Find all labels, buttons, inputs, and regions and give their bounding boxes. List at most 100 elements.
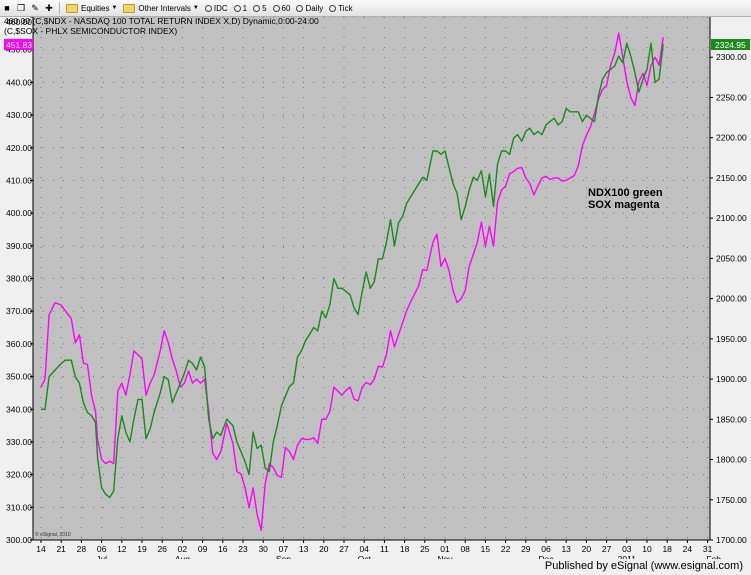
x-tick-label: 27 bbox=[339, 544, 349, 554]
x-month-label: Sep bbox=[276, 554, 291, 559]
x-tick-label: 31 bbox=[703, 544, 713, 554]
last-value-right-bg bbox=[711, 39, 750, 50]
x-tick-label: 13 bbox=[299, 544, 309, 554]
clock-icon bbox=[329, 4, 337, 12]
x-tick-label: 22 bbox=[501, 544, 511, 554]
left-tick-label: 410.00 bbox=[6, 175, 32, 185]
dropdown-arrow-icon: ▼ bbox=[192, 5, 199, 11]
x-tick-label: 25 bbox=[420, 544, 430, 554]
left-tick-label: 360.00 bbox=[6, 339, 32, 349]
right-tick-label: 2050.00 bbox=[716, 253, 747, 263]
x-tick-label: 16 bbox=[218, 544, 228, 554]
x-tick-label: 23 bbox=[238, 544, 248, 554]
add-icon[interactable]: ✚ bbox=[45, 2, 53, 13]
right-tick-label: 2100.00 bbox=[716, 213, 747, 223]
interval-1-button[interactable]: 1 bbox=[232, 1, 249, 15]
save-icon[interactable]: ■ bbox=[4, 3, 10, 13]
interval-idc-button[interactable]: IDC bbox=[203, 1, 230, 15]
plot-area bbox=[33, 17, 710, 540]
x-month-label: Jul bbox=[96, 554, 107, 559]
x-tick-label: 20 bbox=[582, 544, 592, 554]
right-tick-label: 2000.00 bbox=[716, 294, 747, 304]
chart-header-ndx: 460.00 (C,$NDX - NASDAQ 100 TOTAL RETURN… bbox=[4, 17, 319, 26]
x-tick-label: 20 bbox=[319, 544, 329, 554]
left-axis: 300.00 310.00 320.00 330.00 340.00 350.00 360.… bbox=[6, 17, 33, 545]
x-tick-label: 06 bbox=[541, 544, 551, 554]
last-value-left-bg bbox=[4, 39, 33, 50]
right-tick-label: 2200.00 bbox=[716, 133, 747, 143]
left-tick-label: 420.00 bbox=[6, 143, 32, 153]
ndx-series-line bbox=[41, 42, 664, 499]
interval-daily-label: Daily bbox=[305, 3, 324, 13]
interval-idc-label: IDC bbox=[213, 3, 228, 13]
interval-tick-button[interactable]: Tick bbox=[327, 1, 354, 15]
x-tick-label: 27 bbox=[602, 544, 612, 554]
folder-icon bbox=[66, 3, 78, 13]
x-month-label: Nov bbox=[437, 554, 453, 559]
equities-menu-button[interactable]: Equities ▼ bbox=[64, 1, 119, 15]
series-layer bbox=[40, 32, 664, 531]
right-axis: 1700.00 1750.00 1800.00 1850.00 1900.00 1950.… bbox=[710, 52, 747, 545]
x-tick-label: 08 bbox=[460, 544, 470, 554]
x-tick-label: 13 bbox=[561, 544, 571, 554]
x-month-label: Oct bbox=[358, 554, 372, 559]
interval-5-label: 5 bbox=[262, 3, 267, 13]
x-tick-label: 29 bbox=[521, 544, 531, 554]
toolbar-divider bbox=[59, 2, 60, 14]
x-tick-label: 18 bbox=[662, 544, 672, 554]
x-tick-label: 10 bbox=[642, 544, 652, 554]
legend-note-ndx: NDX100 green bbox=[588, 187, 663, 199]
x-tick-label: 18 bbox=[400, 544, 410, 554]
copyright-note: © eSignal, 2010 bbox=[35, 531, 71, 538]
x-tick-label: 06 bbox=[97, 544, 107, 554]
interval-tick-label: Tick bbox=[338, 3, 353, 13]
copy-icon[interactable]: ❐ bbox=[16, 2, 26, 13]
x-tick-label: 15 bbox=[481, 544, 491, 554]
left-tick-label: 400.00 bbox=[6, 208, 32, 218]
x-tick-label: 03 bbox=[622, 544, 632, 554]
clock-icon bbox=[253, 4, 261, 12]
x-tick-label: 12 bbox=[117, 544, 127, 554]
clock-icon bbox=[233, 4, 241, 12]
x-tick-label: 02 bbox=[178, 544, 188, 554]
interval-daily-button[interactable]: Daily bbox=[294, 1, 325, 15]
footer-credit: Published by eSignal (www.esignal.com) bbox=[544, 560, 743, 572]
x-month-label: 2011 bbox=[618, 554, 637, 559]
x-axis: 14 21 28 06 12 19 26 02 09 16 23 30 07 13 20 27 04 11 18 25… bbox=[36, 540, 721, 559]
left-tick-label: 380.00 bbox=[6, 274, 32, 284]
x-month-label: Dec bbox=[538, 554, 554, 559]
left-tick-label: 430.00 bbox=[6, 110, 32, 120]
right-tick-label: 2250.00 bbox=[716, 92, 747, 102]
interval-60-button[interactable]: 60 bbox=[271, 1, 293, 15]
x-tick-label: 24 bbox=[683, 544, 693, 554]
x-tick-label: 30 bbox=[258, 544, 268, 554]
right-tick-label: 1850.00 bbox=[716, 414, 747, 424]
x-tick-label: 07 bbox=[279, 544, 289, 554]
toolbar: ■ ❐ ✎ ✚ Equities ▼ Other Intervals ▼ IDC… bbox=[0, 0, 751, 17]
right-tick-label: 1950.00 bbox=[716, 334, 747, 344]
right-tick-label: 1900.00 bbox=[716, 374, 747, 384]
last-value-right: 2324.95 bbox=[715, 40, 746, 50]
interval-5-button[interactable]: 5 bbox=[251, 1, 268, 15]
left-tick-label: 440.00 bbox=[6, 77, 32, 87]
left-tick-label: 390.00 bbox=[6, 241, 32, 251]
legend-note-sox: SOX magenta bbox=[588, 199, 660, 211]
chart-header-sox: (C,$SOX - PHLX SEMICONDUCTOR INDEX) bbox=[4, 26, 177, 36]
x-month-label: Feb bbox=[706, 554, 721, 559]
left-tick-label: 320.00 bbox=[6, 470, 32, 480]
right-tick-label: 2300.00 bbox=[716, 52, 747, 62]
right-tick-label: 1800.00 bbox=[716, 455, 747, 465]
other-intervals-menu-button[interactable]: Other Intervals ▼ bbox=[121, 1, 200, 15]
left-tick-label: 300.00 bbox=[6, 535, 32, 545]
left-tick-label: 340.00 bbox=[6, 404, 32, 414]
x-tick-label: 19 bbox=[137, 544, 147, 554]
x-tick-label: 28 bbox=[77, 544, 87, 554]
footer: Published by eSignal (www.esignal.com) bbox=[0, 559, 751, 575]
dropdown-arrow-icon: ▼ bbox=[111, 5, 118, 11]
price-chart[interactable]: 460.00 (C,$NDX - NASDAQ 100 TOTAL RETURN… bbox=[0, 17, 751, 559]
interval-1-label: 1 bbox=[242, 3, 248, 13]
x-tick-label: 11 bbox=[380, 544, 389, 554]
edit-icon[interactable]: ✎ bbox=[31, 2, 39, 13]
interval-60-label: 60 bbox=[281, 3, 291, 13]
right-tick-label: 2150.00 bbox=[716, 173, 747, 183]
